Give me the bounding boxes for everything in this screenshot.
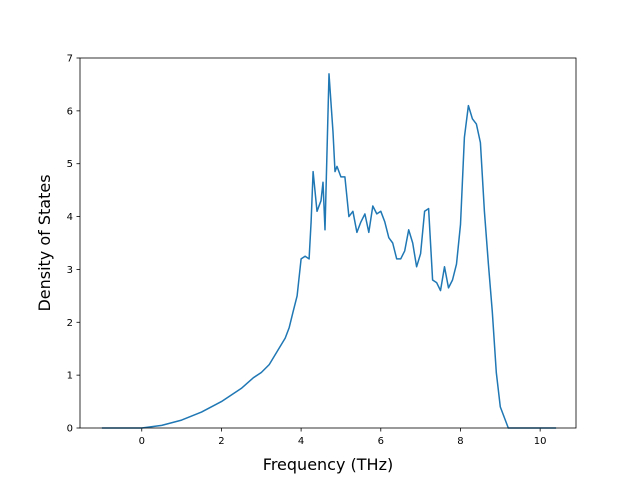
x-tick-label: 4: [298, 436, 304, 447]
y-tick-label: 3: [67, 265, 73, 276]
x-tick-label: 0: [139, 436, 145, 447]
x-tick-label: 6: [378, 436, 384, 447]
y-tick-label: 7: [67, 54, 73, 65]
x-axis-title: Frequency (THz): [263, 455, 393, 474]
x-tick-label: 2: [218, 436, 224, 447]
y-tick-label: 0: [67, 424, 73, 435]
y-axis-title: Density of States: [35, 174, 54, 311]
x-tick-label: 10: [534, 436, 547, 447]
y-tick-label: 1: [67, 371, 73, 382]
y-tick-label: 4: [67, 212, 73, 223]
y-tick-label: 6: [67, 106, 73, 117]
y-tick-label: 2: [67, 318, 73, 329]
x-tick-label: 8: [457, 436, 463, 447]
y-tick-label: 5: [67, 159, 73, 170]
